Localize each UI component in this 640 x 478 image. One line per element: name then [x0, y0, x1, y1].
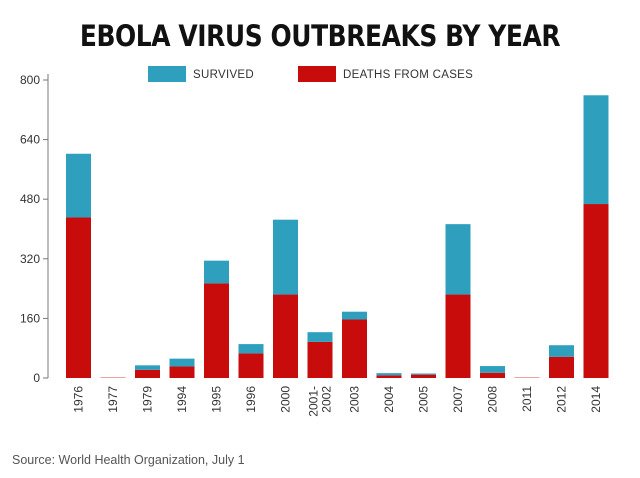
svg-text:2005: 2005 — [417, 386, 431, 413]
source-note: Source: World Health Organization, July … — [12, 453, 245, 467]
svg-text:2003: 2003 — [348, 386, 362, 413]
y-tick-label: 800 — [20, 73, 40, 87]
x-tick-label: 2001-2002 — [307, 386, 334, 417]
svg-text:2012: 2012 — [555, 386, 569, 413]
x-tick-label: 2008 — [486, 386, 500, 413]
bar-survived-11 — [445, 224, 471, 295]
bar-deaths-12 — [480, 372, 505, 378]
bar-deaths-6 — [273, 294, 298, 378]
bar-deaths-4 — [204, 283, 229, 378]
bar-survived-12 — [480, 366, 505, 373]
bar-deaths-11 — [445, 294, 471, 378]
legend-swatch — [298, 66, 336, 82]
y-tick-label: 320 — [20, 252, 40, 266]
bar-deaths-5 — [238, 353, 264, 378]
bar-survived-5 — [238, 344, 264, 354]
bar-deaths-0 — [66, 217, 91, 378]
svg-text:2004: 2004 — [382, 386, 396, 413]
bar-survived-15 — [583, 95, 609, 205]
bar-survived-0 — [66, 153, 91, 218]
svg-text:2014: 2014 — [589, 386, 603, 413]
bar-survived-7 — [307, 332, 333, 342]
y-tick-label: 160 — [20, 311, 40, 325]
svg-text:1996: 1996 — [244, 386, 258, 413]
chart-title: EBOLA VIRUS OUTBREAKS BY YEAR — [79, 19, 561, 53]
x-tick-label: 2014 — [589, 386, 603, 413]
legend-label: DEATHS FROM CASES — [343, 69, 473, 81]
bar-survived-9 — [376, 373, 402, 376]
bar-survived-8 — [342, 311, 367, 320]
x-tick-label: 1977 — [106, 386, 120, 413]
bar-survived-4 — [204, 260, 229, 284]
x-tick-label: 1994 — [175, 386, 189, 413]
svg-text:2011: 2011 — [520, 386, 534, 412]
svg-text:1994: 1994 — [175, 386, 189, 413]
bars — [66, 95, 609, 378]
x-tick-label: 2004 — [382, 386, 396, 413]
bar-deaths-7 — [307, 341, 333, 378]
bar-deaths-10 — [411, 374, 436, 378]
bar-survived-2 — [135, 365, 160, 370]
y-axis: 0 160 320 480 640 800 — [20, 73, 49, 385]
svg-text:1977: 1977 — [106, 386, 120, 413]
bar-deaths-9 — [376, 375, 402, 378]
bar-deaths-15 — [583, 204, 609, 378]
svg-text:2007: 2007 — [451, 386, 465, 413]
legend: SURVIVED DEATHS FROM CASES — [148, 66, 473, 82]
x-tick-label: 1979 — [141, 386, 155, 413]
x-tick-label: 1995 — [210, 386, 224, 413]
bar-survived-3 — [169, 358, 195, 367]
svg-text:2001-2002: 2001-2002 — [307, 386, 334, 417]
bar-survived-14 — [549, 345, 574, 357]
bar-deaths-2 — [135, 369, 160, 378]
x-tick-label: 2007 — [451, 386, 465, 413]
bar-deaths-14 — [549, 356, 574, 378]
svg-text:2008: 2008 — [486, 386, 500, 413]
legend-label: SURVIVED — [193, 69, 254, 81]
x-tick-label: 1976 — [72, 386, 86, 413]
y-tick-label: 640 — [20, 133, 40, 147]
bar-deaths-8 — [342, 319, 367, 378]
y-tick-label: 480 — [20, 192, 40, 206]
x-tick-label: 2000 — [279, 386, 293, 413]
x-tick-label: 2003 — [348, 386, 362, 413]
x-axis: 1976 1977 1979 1994 1995 1996 2000 2001-2002 200… — [72, 386, 604, 417]
x-tick-label: 2011 — [520, 386, 534, 412]
legend-swatch — [148, 66, 186, 82]
y-tick-label: 0 — [33, 371, 40, 385]
x-tick-label: 2012 — [555, 386, 569, 413]
x-tick-label: 2005 — [417, 386, 431, 413]
bar-deaths-3 — [169, 366, 195, 378]
bar-survived-10 — [411, 373, 436, 375]
svg-text:1979: 1979 — [141, 386, 155, 413]
svg-text:2000: 2000 — [279, 386, 293, 413]
x-tick-label: 1996 — [244, 386, 258, 413]
svg-text:1976: 1976 — [72, 386, 86, 413]
bar-survived-6 — [273, 219, 298, 295]
svg-text:1995: 1995 — [210, 386, 224, 413]
